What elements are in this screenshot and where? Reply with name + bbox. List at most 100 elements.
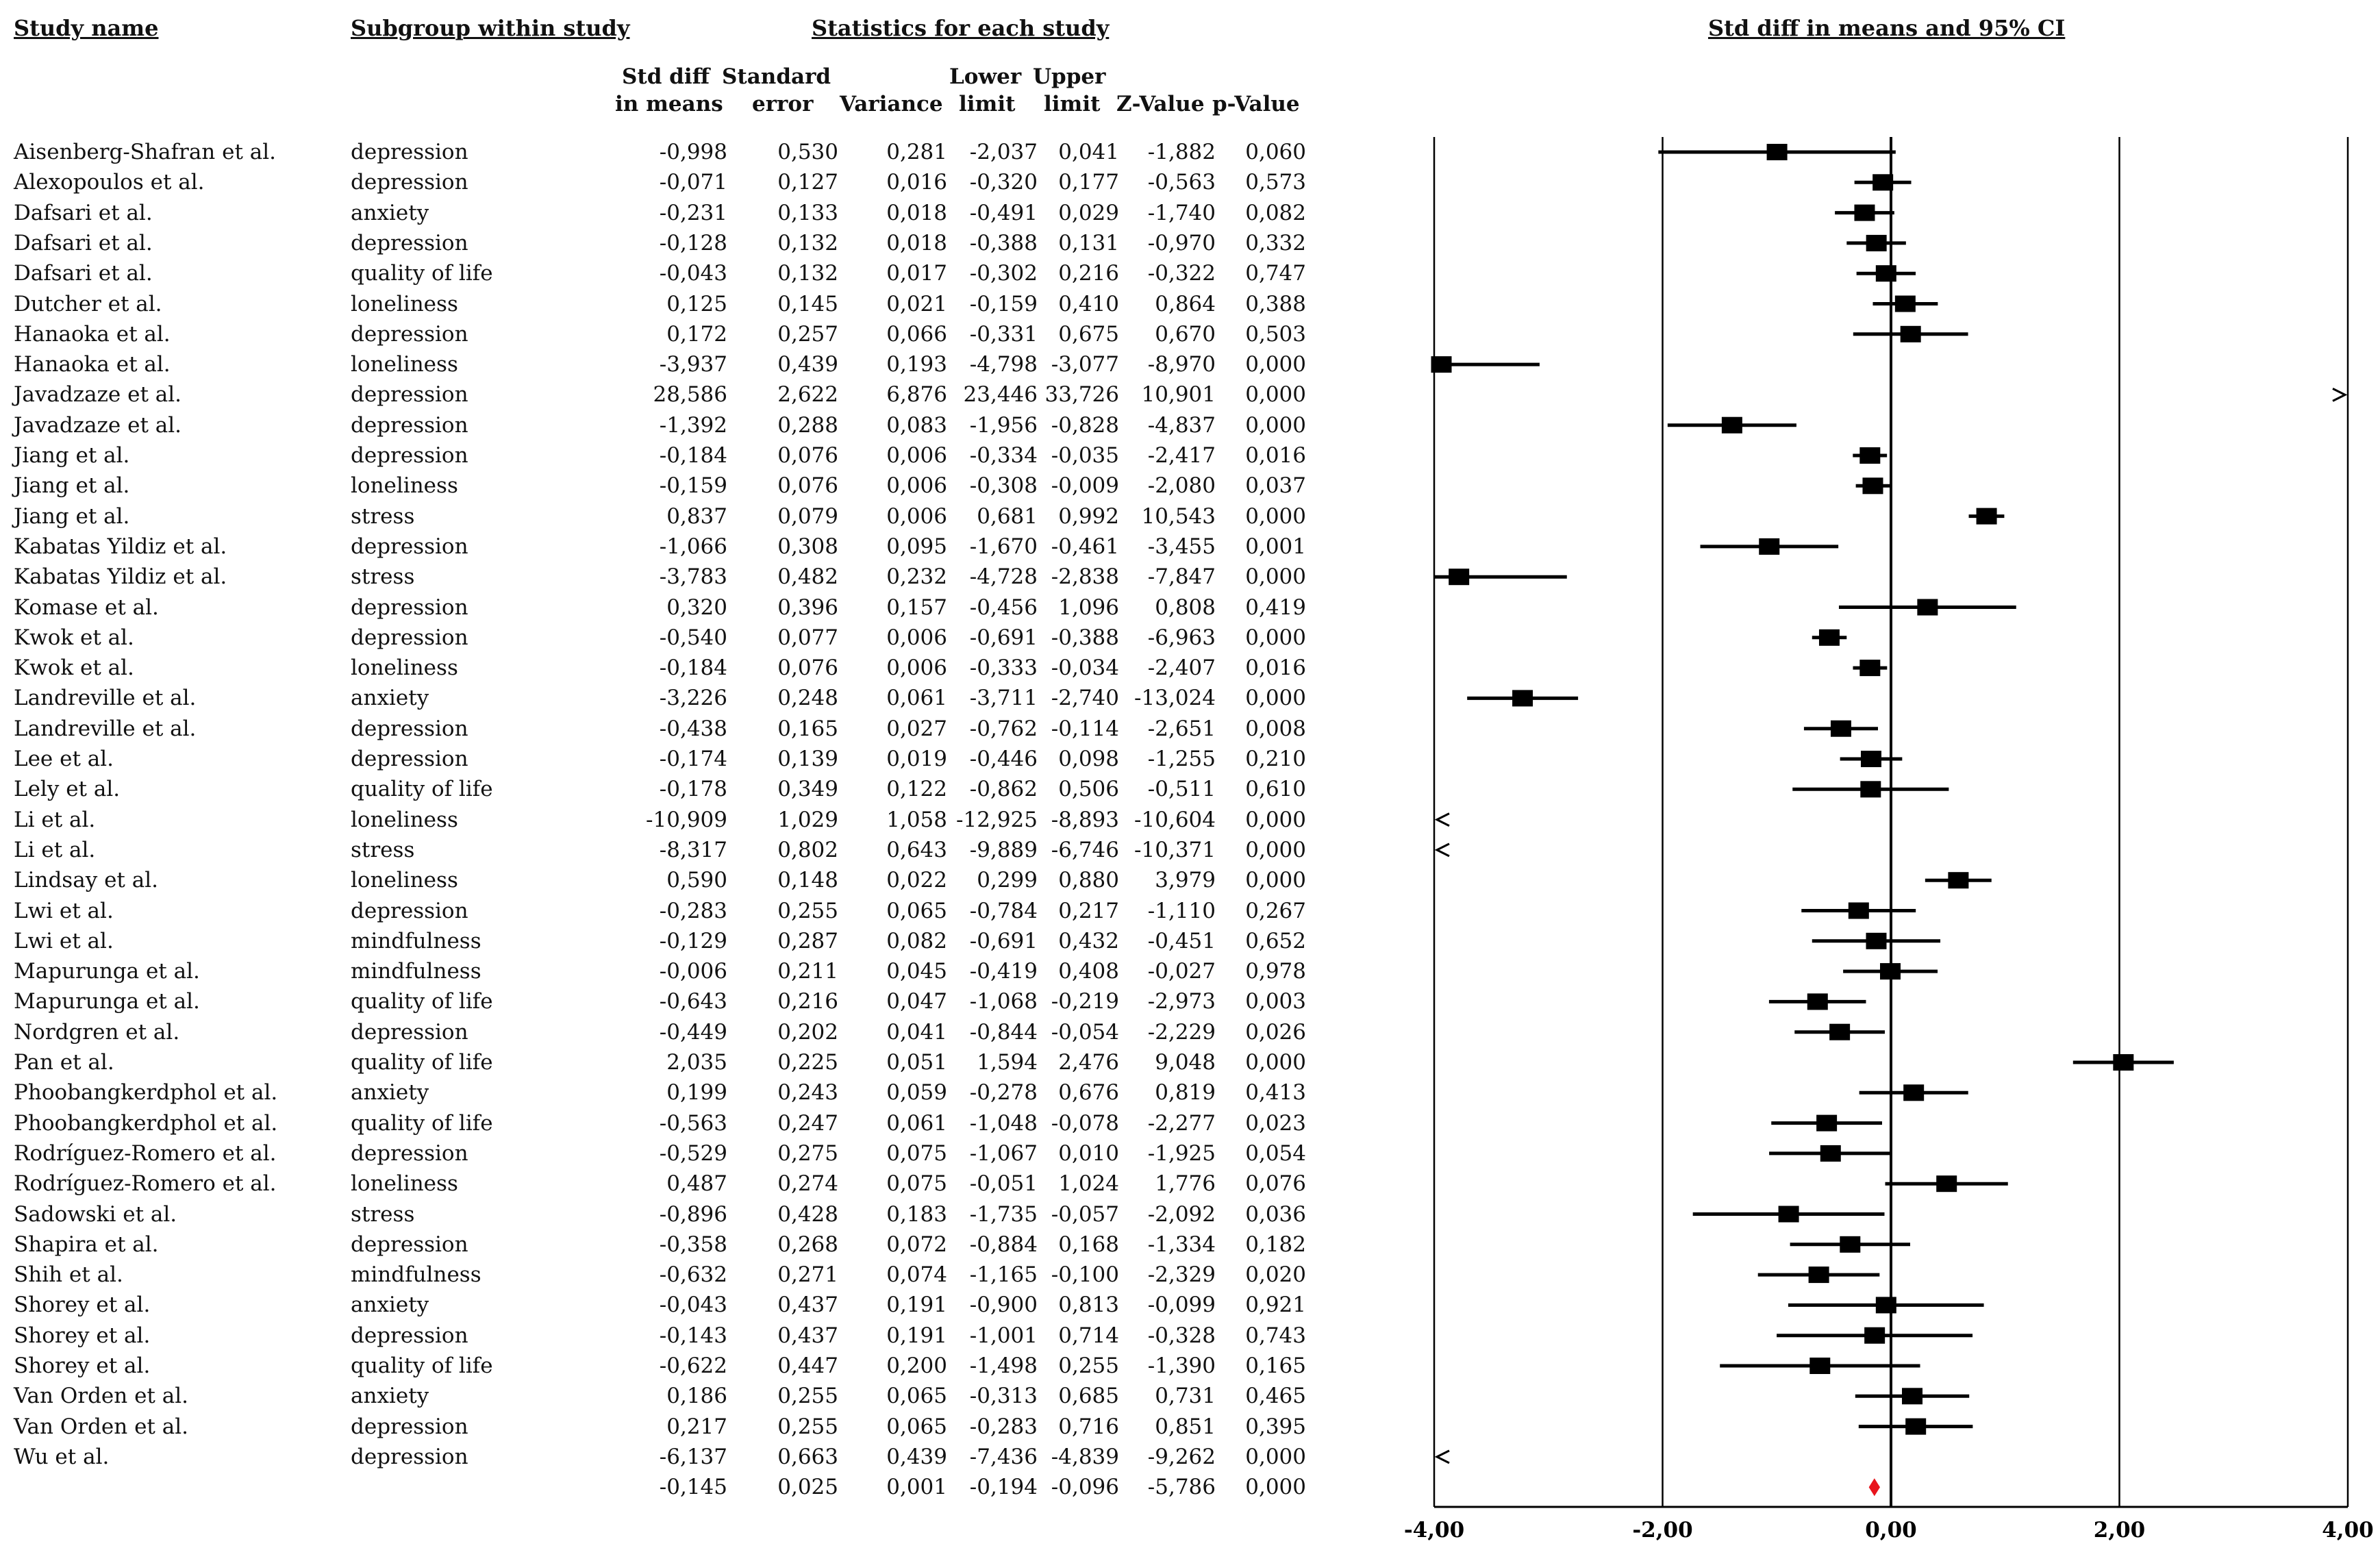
effect-marker [1431, 356, 1452, 373]
cell-subgroup: quality of life [351, 1050, 493, 1075]
cell-variance: 0,045 [886, 959, 947, 984]
summary-diamond [1868, 1478, 1880, 1497]
cell-subgroup: depression [351, 1019, 468, 1045]
cell-lower-limit: -0,194 [969, 1475, 1038, 1500]
x-tick-label: -2,00 [1632, 1518, 1692, 1543]
cell-upper-limit: -0,078 [1051, 1110, 1119, 1136]
effect-marker [1778, 1206, 1799, 1223]
cell-lower-limit: -0,308 [969, 473, 1038, 499]
cell-std-diff: -0,143 [659, 1323, 727, 1348]
cell-z-value: 1,776 [1155, 1171, 1216, 1197]
cell-z-value: 0,670 [1155, 321, 1216, 347]
cell-z-value: -2,417 [1147, 443, 1216, 468]
cell-lower-limit: -1,165 [969, 1262, 1038, 1288]
cell-z-value: -9,262 [1147, 1444, 1216, 1469]
cell-lower-limit: -0,884 [969, 1232, 1038, 1257]
cell-upper-limit: -0,096 [1051, 1475, 1119, 1500]
x-tick-label: 0,00 [1865, 1518, 1917, 1543]
cell-p-value: 0,076 [1245, 1171, 1306, 1197]
cell-variance: 0,061 [886, 686, 947, 711]
cell-z-value: -2,092 [1147, 1201, 1216, 1227]
cell-upper-limit: 2,476 [1058, 1050, 1119, 1075]
cell-variance: 0,082 [886, 928, 947, 953]
effect-marker [2113, 1054, 2134, 1071]
cell-std-diff: -0,896 [659, 1201, 727, 1227]
cell-lower-limit: -0,844 [969, 1019, 1038, 1045]
cell-std-error: 0,275 [777, 1140, 838, 1166]
cell-z-value: -0,970 [1147, 230, 1216, 255]
effect-marker [1860, 781, 1881, 798]
cell-std-diff: -0,043 [659, 261, 727, 286]
cell-std-error: 0,077 [777, 625, 838, 650]
cell-z-value: -4,837 [1147, 412, 1216, 438]
cell-std-diff: -0,174 [659, 747, 727, 771]
cell-variance: 0,075 [886, 1140, 947, 1166]
cell-z-value: -1,740 [1147, 200, 1216, 225]
effect-marker [1902, 1388, 1923, 1405]
cell-subgroup: depression [351, 170, 468, 195]
cell-std-diff: 28,586 [653, 382, 727, 408]
cell-p-value: 0,000 [1245, 352, 1306, 377]
effect-marker [1816, 1114, 1838, 1132]
cell-z-value: 0,864 [1155, 291, 1216, 316]
cell-upper-limit: 0,716 [1058, 1414, 1119, 1439]
cell-subgroup: loneliness [351, 1171, 458, 1197]
cell-lower-limit: 0,299 [977, 868, 1038, 893]
cell-study-name: Lindsay et al. [14, 868, 158, 893]
cell-subgroup: loneliness [351, 473, 458, 499]
cell-study-name: Jiang et al. [14, 503, 130, 529]
cell-variance: 0,191 [886, 1323, 947, 1348]
cell-std-error: 0,271 [777, 1262, 838, 1288]
cell-upper-limit: -6,746 [1051, 837, 1119, 862]
cell-z-value: -1,255 [1147, 747, 1216, 771]
cell-upper-limit: 1,024 [1058, 1171, 1119, 1197]
col-se-line2: error [752, 92, 814, 116]
effect-marker [1866, 932, 1887, 949]
cell-upper-limit: 0,410 [1058, 291, 1119, 316]
cell-study-name: Van Orden et al. [14, 1414, 188, 1439]
cell-upper-limit: 0,029 [1058, 200, 1119, 225]
cell-subgroup: quality of life [351, 1110, 493, 1136]
cell-variance: 0,232 [886, 564, 947, 590]
cell-lower-limit: -0,419 [969, 959, 1038, 984]
cell-subgroup: quality of life [351, 1353, 493, 1378]
cell-std-error: 0,247 [777, 1110, 838, 1136]
cell-study-name: Phoobangkerdphol et al. [14, 1110, 278, 1136]
cell-std-error: 0,396 [777, 595, 838, 620]
x-tick-label: 2,00 [2094, 1518, 2146, 1543]
cell-lower-limit: -2,037 [969, 140, 1038, 164]
cell-variance: 0,191 [886, 1293, 947, 1318]
col-upper-line2: limit [1044, 92, 1101, 116]
cell-subgroup: quality of life [351, 777, 493, 802]
cell-z-value: -0,511 [1147, 777, 1216, 802]
cell-upper-limit: -0,114 [1051, 716, 1119, 741]
cell-subgroup: mindfulness [351, 928, 481, 953]
cell-z-value: -1,110 [1147, 898, 1216, 923]
cell-lower-limit: -0,333 [969, 656, 1038, 681]
effect-marker [1854, 204, 1875, 221]
cell-std-diff: -0,043 [659, 1293, 727, 1318]
effect-marker [1848, 902, 1869, 919]
cell-z-value: -2,651 [1147, 716, 1216, 741]
cell-subgroup: depression [351, 534, 468, 559]
cell-upper-limit: -0,828 [1051, 412, 1119, 438]
cell-subgroup: depression [351, 1323, 468, 1348]
cell-upper-limit: 0,506 [1058, 777, 1119, 802]
cell-variance: 0,019 [886, 747, 947, 771]
cell-z-value: -1,334 [1147, 1232, 1216, 1257]
cell-lower-limit: -0,784 [969, 898, 1038, 923]
cell-p-value: 0,037 [1245, 473, 1306, 499]
cell-p-value: 0,395 [1245, 1414, 1306, 1439]
cell-std-error: 0,255 [777, 898, 838, 923]
cell-std-diff: -0,529 [659, 1140, 727, 1166]
cell-lower-limit: 23,446 [963, 382, 1038, 408]
cell-std-diff: -0,643 [659, 989, 727, 1014]
cell-p-value: 0,000 [1245, 807, 1306, 832]
cell-std-error: 0,308 [777, 534, 838, 559]
cell-study-name: Javadzaze et al. [14, 412, 182, 438]
cell-variance: 0,074 [886, 1262, 947, 1288]
cell-std-error: 0,132 [777, 230, 838, 255]
cell-lower-limit: -0,691 [969, 625, 1038, 650]
cell-upper-limit: -0,461 [1051, 534, 1119, 559]
cell-study-name: Dutcher et al. [14, 291, 162, 316]
